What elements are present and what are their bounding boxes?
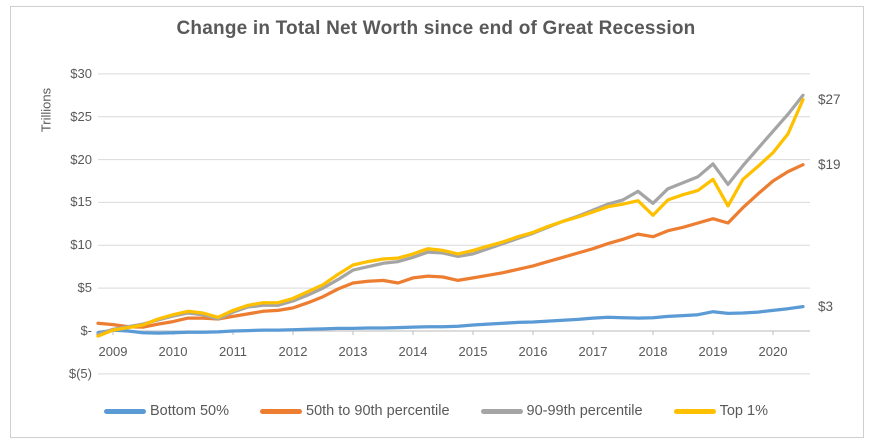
line-swatch-icon <box>673 408 716 414</box>
legend-label: 50th to 90th percentile <box>306 403 450 419</box>
y-tick-label: $5 <box>77 280 92 296</box>
chart-legend: Bottom 50% 50th to 90th percentile 90-99… <box>0 403 872 419</box>
x-tick-label: 2009 <box>98 344 128 359</box>
legend-item-90-99th: 90-99th percentile <box>480 403 643 419</box>
series-line-top-1- <box>96 97 805 338</box>
series-line-bottom-50- <box>96 304 805 335</box>
x-tick-label: 2017 <box>578 344 608 359</box>
chart-title: Change in Total Net Worth since end of G… <box>176 18 696 39</box>
y-tick-label: $- <box>80 323 92 338</box>
end-value-label: $19 <box>818 156 841 172</box>
y-tick-label: $30 <box>70 65 92 81</box>
legend-label: Top 1% <box>719 403 768 419</box>
x-tick-label: 2011 <box>219 344 247 359</box>
line-swatch-icon <box>480 408 523 414</box>
y-tick-label: $20 <box>70 151 92 167</box>
x-tick-label: 2020 <box>758 344 788 359</box>
x-tick-label: 2018 <box>638 344 668 359</box>
y-tick-label: $25 <box>70 108 92 124</box>
y-tick-label: $15 <box>70 194 92 210</box>
x-tick-label: 2019 <box>698 344 728 359</box>
x-tick-label: 2010 <box>158 344 188 359</box>
legend-item-bottom-50: Bottom 50% <box>104 403 229 419</box>
y-tick-label: $10 <box>70 237 92 253</box>
series-line-90-99th-percentile <box>96 93 805 337</box>
legend-item-top-1: Top 1% <box>673 403 768 419</box>
legend-label: 90-99th percentile <box>526 403 643 419</box>
x-tick-label: 2015 <box>458 344 488 359</box>
y-tick-label: $(5) <box>68 365 92 381</box>
x-tick-label: 2012 <box>278 344 308 359</box>
x-tick-label: 2016 <box>518 344 548 359</box>
end-value-label: $27 <box>818 91 841 107</box>
end-value-label: $3 <box>818 298 834 314</box>
line-swatch-icon <box>260 408 303 414</box>
line-swatch-icon <box>104 408 147 414</box>
x-tick-label: 2014 <box>398 344 428 359</box>
legend-label: Bottom 50% <box>150 403 230 419</box>
x-tick-label: 2013 <box>338 344 368 359</box>
legend-item-50th-90th: 50th to 90th percentile <box>260 403 450 419</box>
